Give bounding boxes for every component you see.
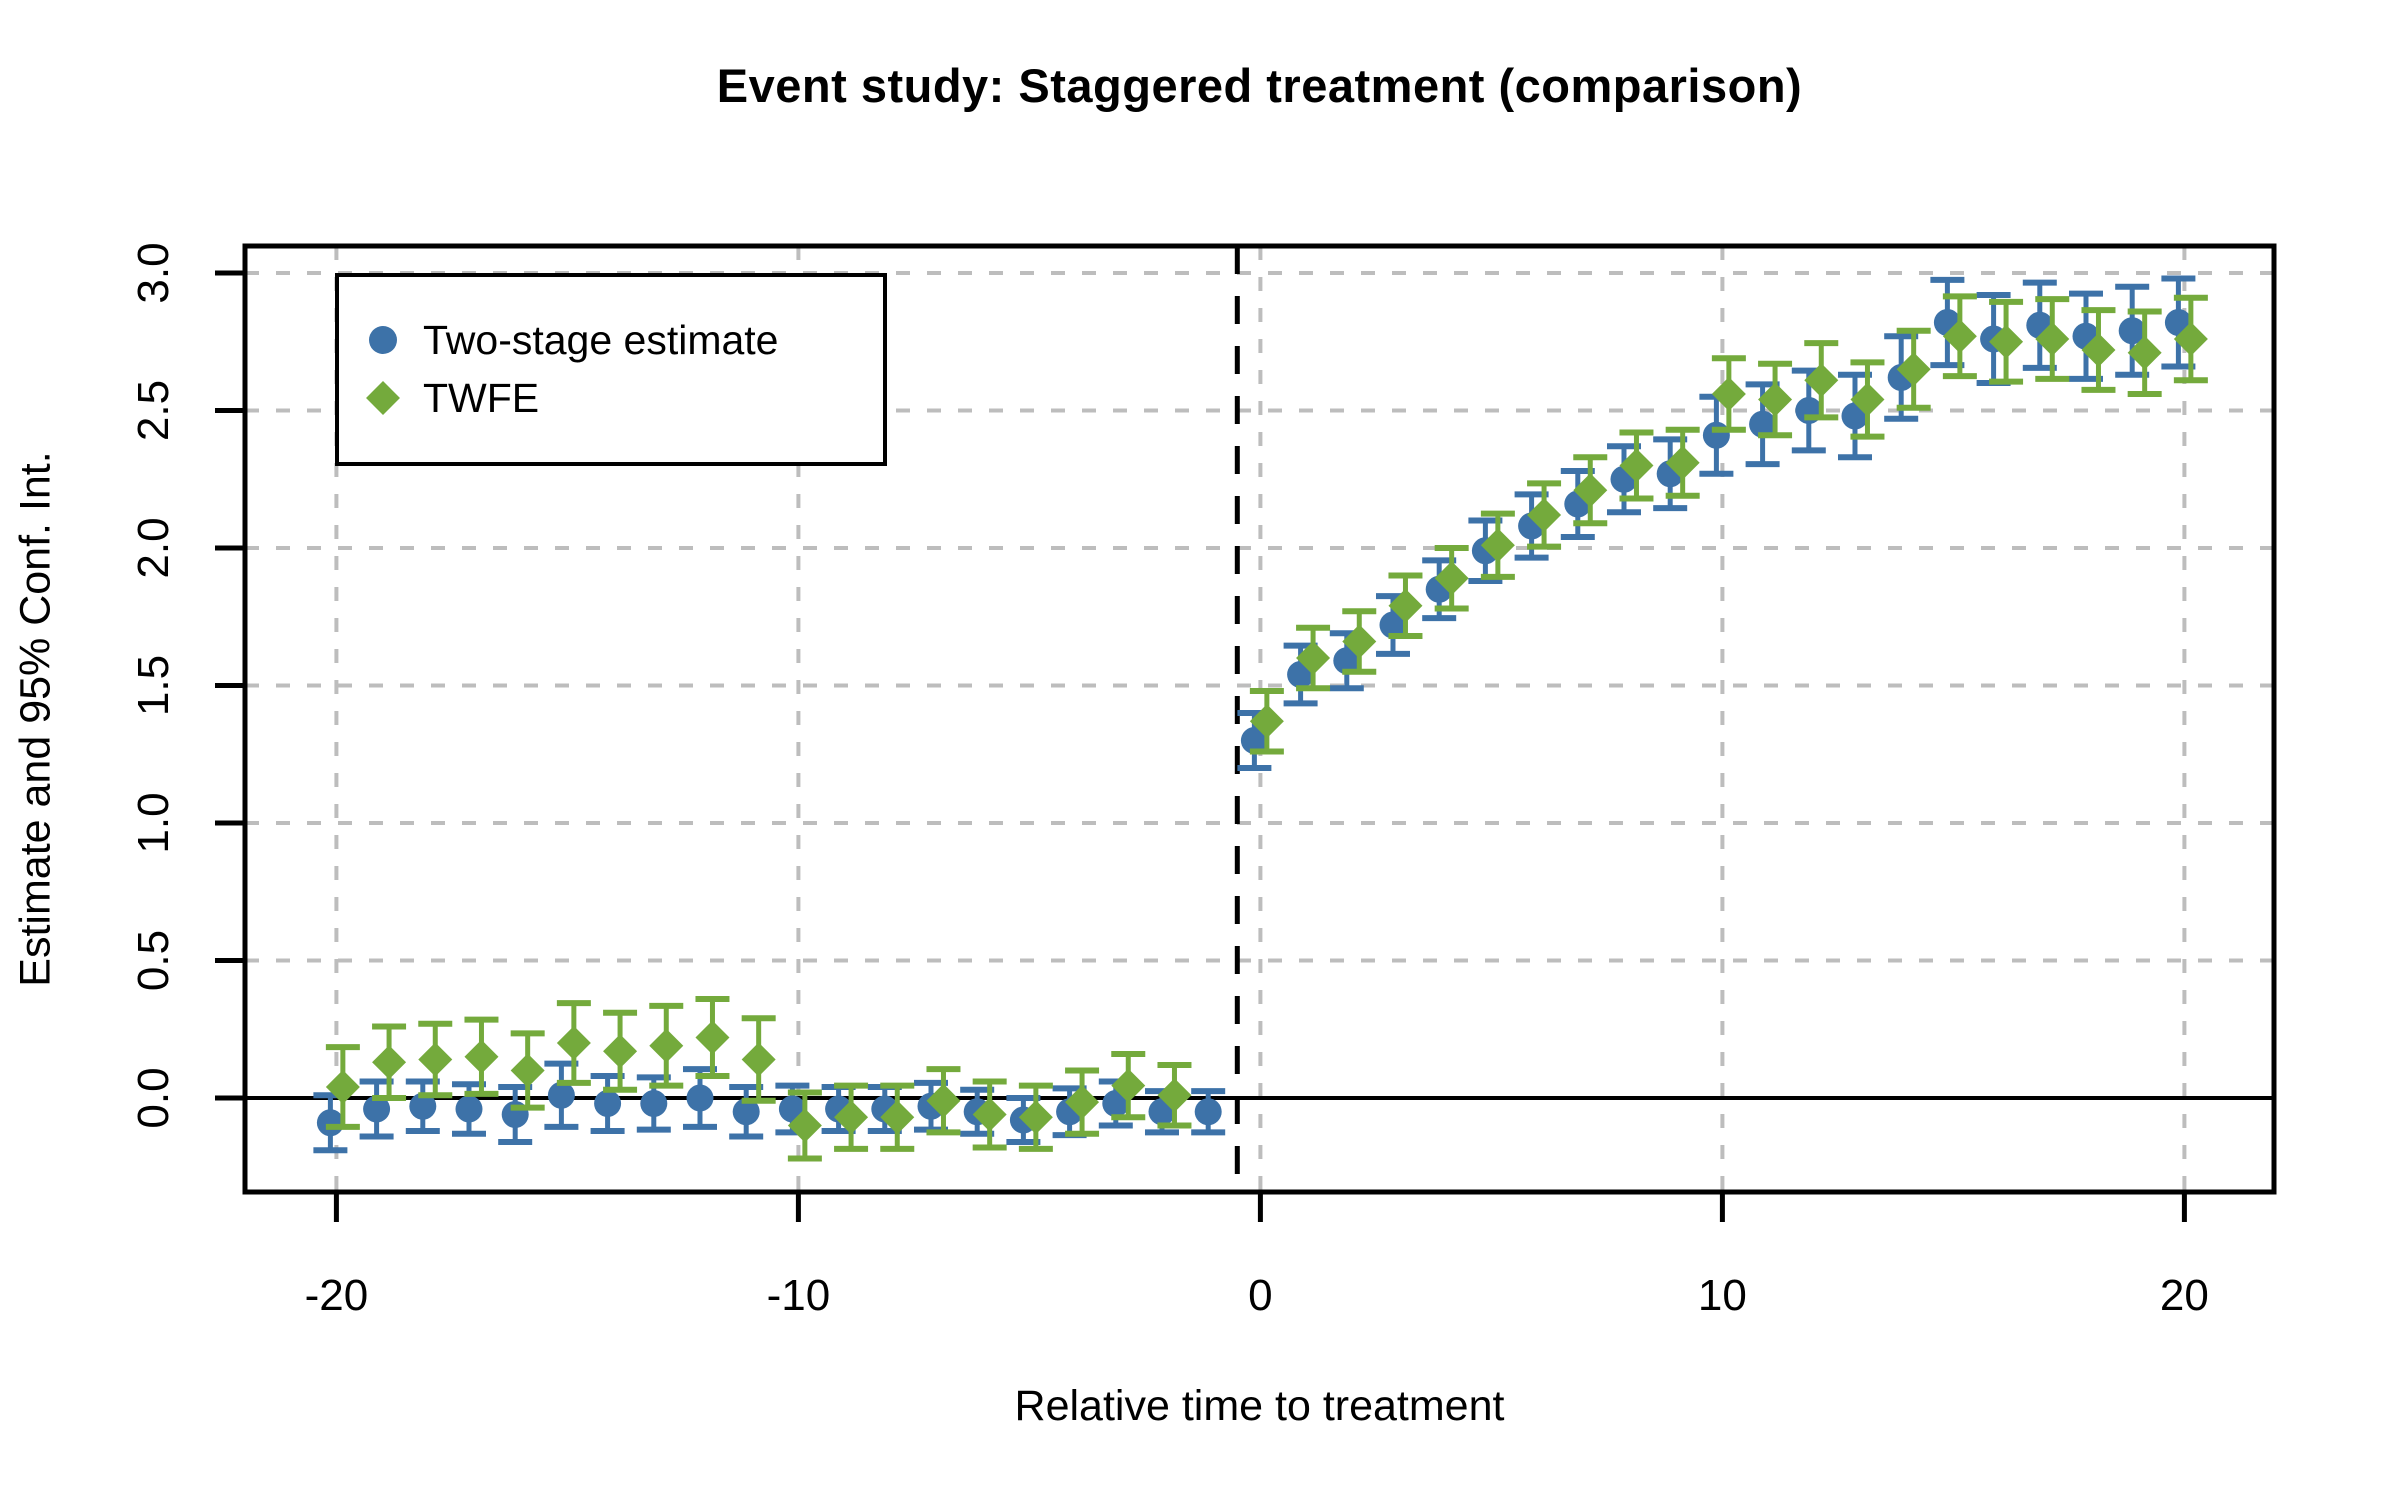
two-stage-point: [1379, 611, 1407, 639]
twfe-point: [2173, 322, 2208, 356]
y-tick-label: 2.5: [129, 380, 178, 441]
twfe-point: [1850, 382, 1885, 417]
y-tick-label: 3.0: [129, 242, 178, 303]
two-stage-point: [1333, 647, 1361, 675]
twfe-point: [2035, 322, 2070, 356]
twfe-point: [834, 1100, 869, 1135]
twfe-point: [1480, 528, 1515, 563]
twfe-point: [510, 1053, 545, 1088]
twfe-point: [1989, 324, 2024, 359]
y-tick-label: 0.5: [129, 930, 178, 991]
twfe-point: [1157, 1078, 1192, 1113]
two-stage-point: [1702, 421, 1730, 449]
x-tick-label: 20: [2160, 1271, 2209, 1320]
chart-title: Event study: Staggered treatment (compar…: [716, 59, 1803, 112]
x-tick-label: 0: [1248, 1271, 1272, 1320]
twfe-point: [418, 1042, 453, 1077]
legend-item-two-stage: Two-stage estimate: [369, 313, 779, 367]
two-stage-point: [594, 1090, 622, 1117]
y-tick-label: 1.5: [129, 655, 178, 716]
two-stage-point: [1194, 1098, 1222, 1126]
y-axis-ticks: 0.0 0.5 1.0 1.5 2.0 2.5 3.0: [129, 242, 245, 1129]
legend-item-twfe: TWFE: [366, 371, 540, 425]
two-stage-point: [409, 1092, 437, 1120]
y-axis-title: Estimate and 95% Conf. Int.: [11, 451, 60, 987]
diamond-marker-icon: [366, 381, 400, 415]
two-stage-point: [2118, 317, 2146, 345]
circle-marker-icon: [369, 326, 397, 354]
twfe-point: [1018, 1100, 1053, 1135]
twfe-point: [1942, 319, 1977, 354]
twfe-point: [2127, 335, 2162, 370]
twfe-point: [1111, 1068, 1146, 1103]
twfe-point: [464, 1039, 499, 1074]
twfe-point: [1434, 561, 1469, 596]
two-stage-point: [547, 1081, 575, 1109]
twfe-point: [649, 1028, 684, 1063]
twfe-point: [325, 1070, 360, 1104]
twfe-point: [2081, 333, 2116, 367]
legend-box: Two-stage estimate TWFE: [335, 273, 887, 466]
twfe-point: [880, 1100, 915, 1135]
twfe-point: [695, 1020, 730, 1055]
x-tick-label: -20: [305, 1271, 369, 1320]
twfe-point: [1573, 473, 1608, 508]
twfe-point: [787, 1108, 822, 1143]
twfe-point: [1527, 498, 1562, 532]
twfe-point: [556, 1026, 591, 1060]
two-stage-point: [732, 1098, 760, 1126]
twfe-point: [1296, 641, 1331, 675]
twfe-point: [1896, 352, 1931, 387]
x-tick-label: -10: [767, 1271, 831, 1320]
x-axis-title: Relative time to treatment: [1014, 1382, 1505, 1430]
two-stage-point: [640, 1090, 668, 1117]
twfe-point: [926, 1083, 961, 1118]
twfe-point: [1804, 363, 1839, 398]
y-tick-label: 0.0: [129, 1067, 178, 1128]
two-stage-point: [455, 1095, 483, 1123]
two-stage-point: [686, 1084, 714, 1112]
x-axis-ticks: -20 -10 0 10 20: [305, 1192, 2209, 1320]
x-tick-label: 10: [1698, 1271, 1747, 1320]
twfe-point: [1249, 704, 1284, 739]
y-tick-label: 1.0: [129, 792, 178, 853]
twfe-point: [1711, 377, 1746, 411]
twfe-point: [1342, 624, 1377, 659]
twfe-point: [1388, 588, 1423, 623]
twfe-point: [972, 1097, 1007, 1132]
twfe-point: [1065, 1085, 1100, 1120]
y-tick-label: 2.0: [129, 517, 178, 578]
twfe-point: [372, 1045, 407, 1080]
twfe-point: [1758, 382, 1793, 417]
twfe-point: [603, 1034, 638, 1069]
two-stage-point: [1749, 410, 1777, 438]
twfe-point: [1619, 448, 1654, 483]
twfe-point: [1665, 445, 1700, 480]
two-stage-point: [1240, 727, 1268, 754]
two-stage-point: [363, 1095, 391, 1123]
legend-label-two-stage: Two-stage estimate: [423, 316, 779, 363]
two-stage-point: [316, 1109, 344, 1137]
series-twfe: [325, 293, 2208, 1162]
legend-label-twfe: TWFE: [423, 374, 540, 421]
twfe-point: [741, 1042, 776, 1077]
